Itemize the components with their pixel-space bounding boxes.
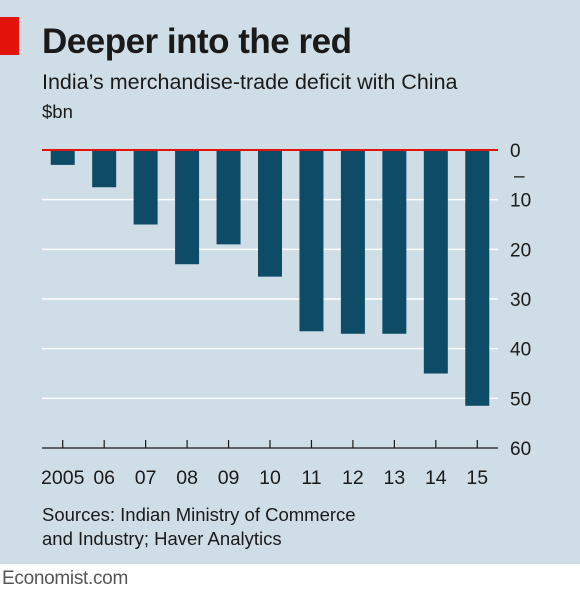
x-tick-label: 15 bbox=[466, 467, 488, 489]
y-tick-label: 30 bbox=[510, 290, 531, 311]
source-line-1: Sources: Indian Ministry of Commerce bbox=[42, 504, 356, 525]
bar bbox=[175, 150, 200, 265]
source-line-2: and Industry; Haver Analytics bbox=[42, 528, 282, 549]
brand-tag bbox=[0, 17, 19, 55]
chart-subtitle: India’s merchandise-trade deficit with C… bbox=[42, 70, 458, 94]
y-tick-label: 60 bbox=[510, 439, 531, 460]
bar bbox=[216, 150, 241, 245]
x-tick-label: 11 bbox=[301, 467, 321, 489]
x-tick-label: 12 bbox=[342, 467, 364, 489]
bar bbox=[92, 150, 117, 188]
bar-chart: 0 10 20 30 40 50 60 – 2005 06 07 08 09 10 11 12 13 14 15 bbox=[41, 141, 531, 489]
chart-panel: Deeper into the red India’s merchandise-… bbox=[0, 0, 580, 564]
y-tick-label: 20 bbox=[510, 240, 531, 261]
brand-footer: Economist.com bbox=[2, 568, 128, 589]
bar bbox=[258, 150, 282, 277]
y-tick-label: 50 bbox=[510, 389, 531, 410]
y-tick-label: 0 bbox=[510, 141, 521, 162]
x-tick-label: 06 bbox=[93, 467, 115, 489]
bar bbox=[423, 150, 448, 374]
x-tick-label: 07 bbox=[135, 467, 157, 489]
unit-label: $bn bbox=[42, 101, 73, 122]
chart-title: Deeper into the red bbox=[42, 22, 352, 61]
x-tick-label: 09 bbox=[218, 467, 240, 489]
bar bbox=[465, 150, 490, 406]
y-minus-marker: – bbox=[514, 166, 525, 187]
bar bbox=[133, 150, 158, 225]
x-tick-label: 2005 bbox=[41, 467, 85, 489]
bar bbox=[299, 150, 324, 332]
x-tick-label: 13 bbox=[384, 467, 406, 489]
bar bbox=[340, 150, 365, 334]
x-tick-labels: 2005 06 07 08 09 10 11 12 13 14 15 bbox=[41, 467, 488, 489]
x-tick-label: 14 bbox=[425, 467, 447, 489]
bar bbox=[50, 150, 75, 165]
y-tick-label: 10 bbox=[510, 191, 531, 212]
bar bbox=[382, 150, 407, 334]
y-tick-labels: 0 10 20 30 40 50 60 – bbox=[510, 141, 531, 460]
x-tick-label: 10 bbox=[259, 467, 281, 489]
source-note: Sources: Indian Ministry of Commerce and… bbox=[42, 503, 442, 551]
y-tick-label: 40 bbox=[510, 340, 531, 361]
bars bbox=[50, 150, 490, 406]
x-tick-label: 08 bbox=[176, 467, 198, 489]
x-axis bbox=[42, 149, 498, 449]
